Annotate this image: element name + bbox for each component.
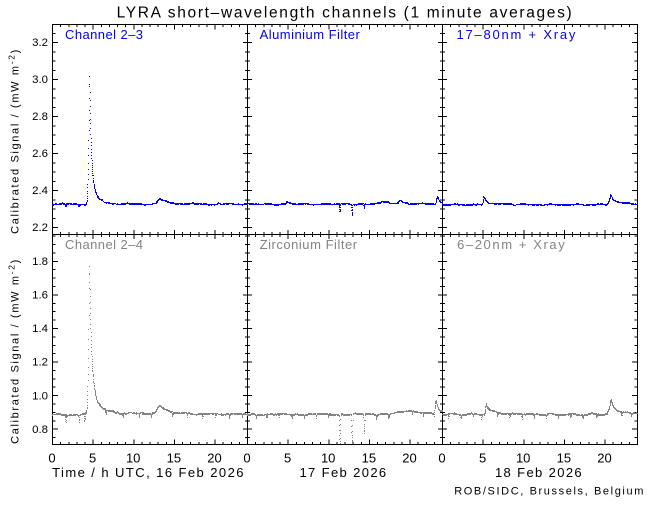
svg-text:15: 15 — [362, 451, 376, 466]
svg-text:5: 5 — [89, 451, 96, 466]
svg-text:2.2: 2.2 — [32, 222, 48, 234]
svg-text:0.8: 0.8 — [32, 424, 48, 436]
svg-text:Channel 2–3: Channel 2–3 — [65, 27, 143, 42]
svg-text:0: 0 — [438, 451, 445, 466]
svg-text:LYRA short–wavelength channels: LYRA short–wavelength channels (1 minute… — [117, 5, 574, 22]
svg-text:20: 20 — [597, 451, 611, 466]
svg-text:15: 15 — [167, 451, 181, 466]
svg-text:Calibrated Signal / (mW m-2): Calibrated Signal / (mW m-2) — [7, 48, 22, 234]
svg-text:5: 5 — [479, 451, 486, 466]
svg-text:17–80nm + Xray: 17–80nm + Xray — [457, 27, 578, 42]
svg-text:ROB/SIDC, Brussels, Belgium: ROB/SIDC, Brussels, Belgium — [454, 486, 645, 498]
svg-text:6–20nm + Xray: 6–20nm + Xray — [457, 237, 566, 252]
svg-text:15: 15 — [557, 451, 571, 466]
svg-text:Calibrated Signal / (mW m-2): Calibrated Signal / (mW m-2) — [7, 258, 22, 444]
svg-text:3.2: 3.2 — [32, 37, 48, 49]
svg-text:Time / h UTC, 16 Feb 2026: Time / h UTC, 16 Feb 2026 — [52, 465, 245, 480]
svg-text:10: 10 — [126, 451, 140, 466]
svg-text:2.8: 2.8 — [32, 111, 48, 123]
svg-text:Aluminium Filter: Aluminium Filter — [260, 27, 361, 42]
svg-text:18 Feb 2026: 18 Feb 2026 — [495, 465, 583, 480]
svg-text:2.6: 2.6 — [32, 148, 48, 160]
svg-text:2.4: 2.4 — [32, 185, 48, 197]
svg-text:1.6: 1.6 — [32, 290, 48, 302]
svg-text:1.0: 1.0 — [32, 390, 48, 402]
svg-text:10: 10 — [321, 451, 335, 466]
svg-text:1.2: 1.2 — [32, 357, 48, 369]
svg-text:5: 5 — [284, 451, 291, 466]
svg-text:20: 20 — [402, 451, 416, 466]
svg-text:20: 20 — [207, 451, 221, 466]
svg-text:Channel 2–4: Channel 2–4 — [65, 237, 143, 252]
svg-text:3.0: 3.0 — [32, 74, 48, 86]
svg-text:Zirconium Filter: Zirconium Filter — [260, 237, 358, 252]
svg-text:17 Feb 2026: 17 Feb 2026 — [299, 465, 387, 480]
svg-text:0: 0 — [48, 451, 55, 466]
svg-text:1.4: 1.4 — [32, 323, 48, 335]
svg-text:1.8: 1.8 — [32, 256, 48, 268]
svg-text:0: 0 — [243, 451, 250, 466]
svg-text:10: 10 — [516, 451, 530, 466]
